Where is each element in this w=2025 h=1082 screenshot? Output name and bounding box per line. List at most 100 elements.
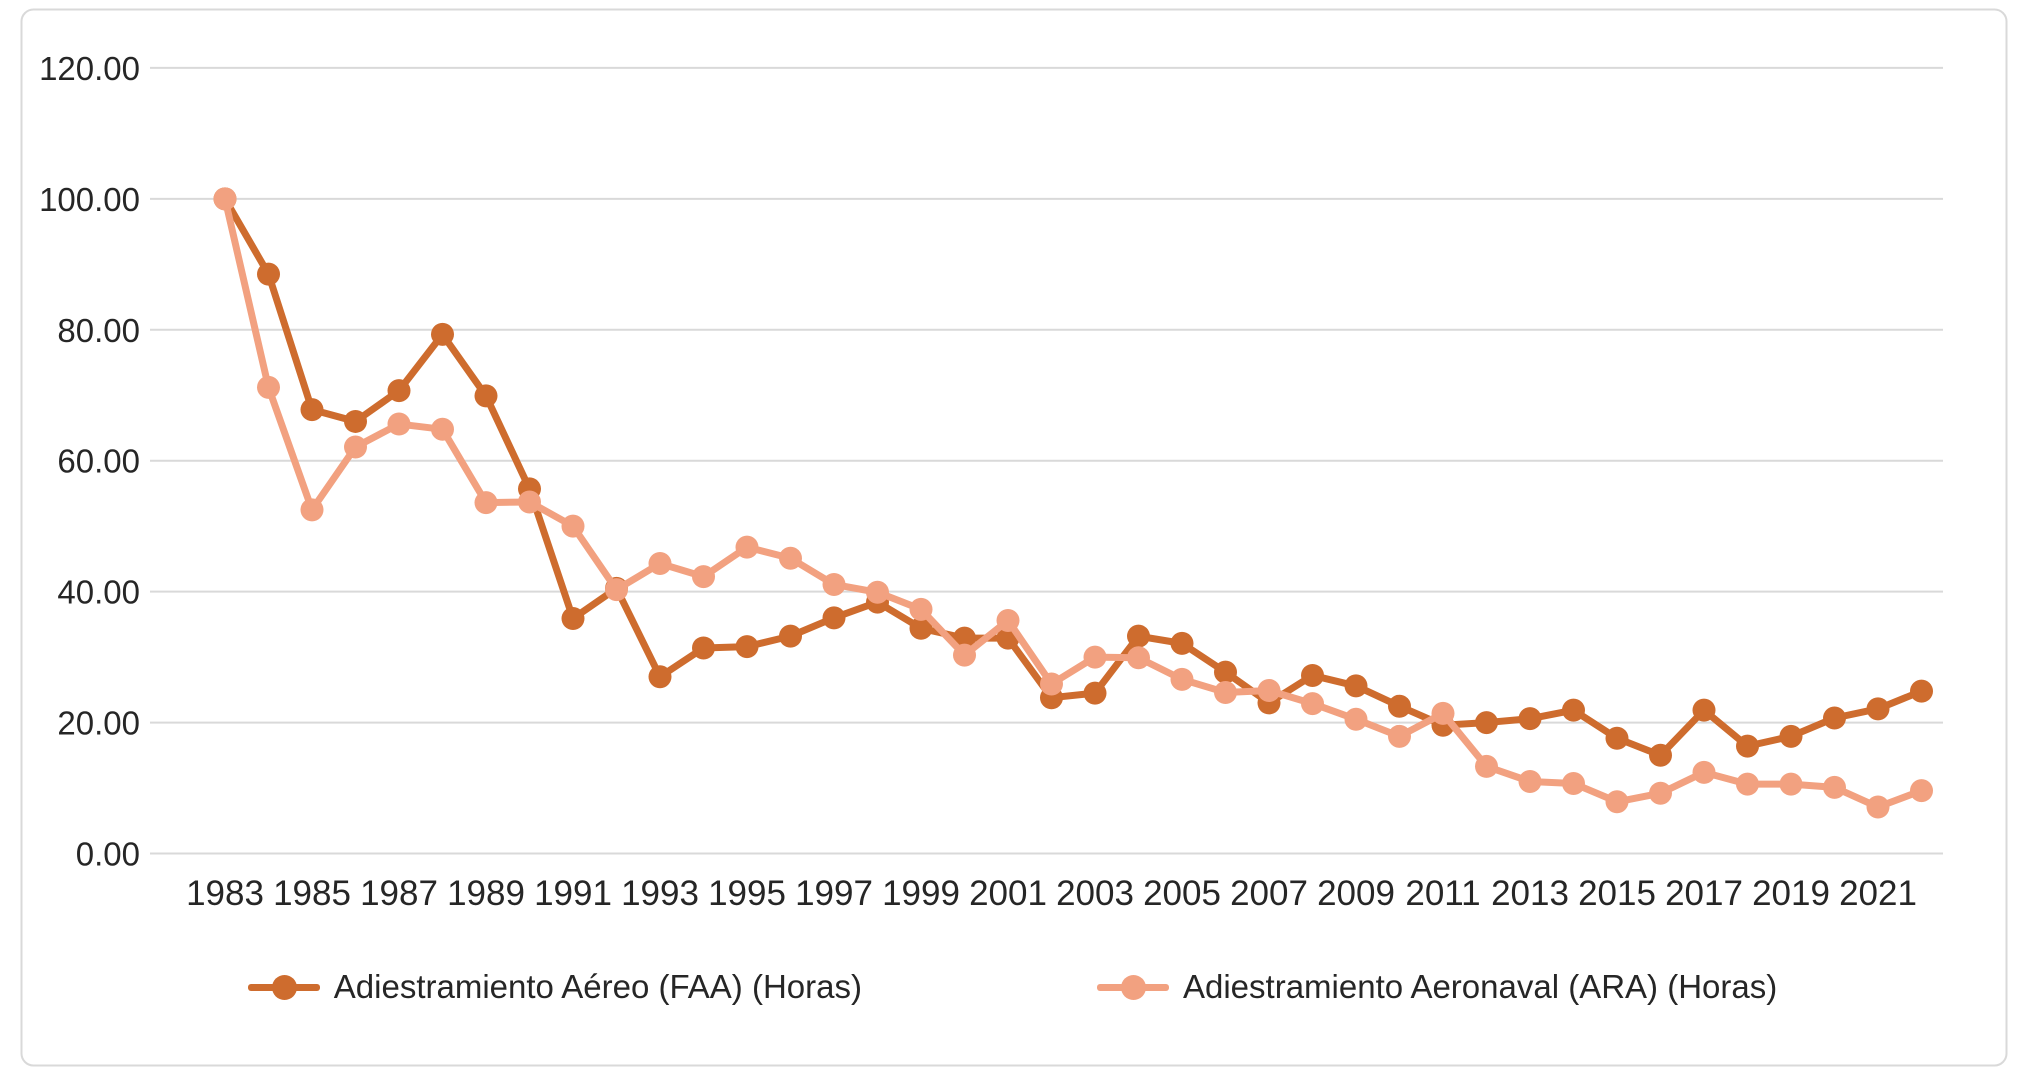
x-axis-tick-label: 2003 [1056,874,1134,913]
data-point-marker-faa [648,665,672,689]
data-point-marker-ara [431,417,454,441]
data-point-marker-ara [1518,769,1542,793]
data-point-marker-ara [518,490,541,514]
y-axis-tick-label: 120.00 [39,50,140,87]
data-point-marker-faa [1475,711,1498,735]
data-point-marker-faa [431,322,454,346]
data-point-marker-faa [1605,726,1629,750]
data-point-marker-faa [692,636,715,660]
data-point-marker-faa [1301,663,1324,687]
data-point-marker-ara [1866,795,1890,819]
chart-border [20,8,2008,1067]
series-line-faa [221,195,1925,759]
x-axis-tick-label: 2009 [1317,874,1395,913]
data-point-marker-faa [1518,707,1542,731]
x-axis-tick-label: 1997 [795,874,873,913]
data-point-marker-ara [1040,672,1063,696]
data-point-marker-faa [909,616,933,640]
data-point-marker-ara [1562,771,1585,795]
data-point-marker-ara [1170,667,1194,691]
data-point-marker-faa [1736,734,1759,758]
data-point-marker-faa [779,624,802,648]
data-point-marker-faa [735,635,759,659]
x-axis-tick-label: 1989 [447,874,525,913]
data-point-marker-faa [561,606,585,630]
data-point-marker-ara [1605,790,1629,814]
x-axis-tick-label: 1991 [534,874,612,913]
y-axis-tick-label: 100.00 [39,181,140,218]
y-axis-tick-label: 80.00 [57,312,140,349]
data-point-marker-ara [1127,646,1150,670]
legend-item-faa[interactable]: Adiestramiento Aéreo (FAA) (Horas) [247,968,862,1006]
data-point-marker-ara [1301,692,1324,716]
data-point-marker-ara [213,187,237,211]
x-axis-tick-label: 1985 [273,874,351,913]
x-axis-tick-label: 2001 [969,874,1047,913]
data-point-marker-ara [1910,779,1933,803]
data-point-marker-faa [387,379,411,403]
data-point-marker-faa [1649,743,1672,767]
legend-marker-faa-icon [247,974,320,1000]
data-point-marker-ara [474,491,498,515]
data-point-marker-faa [257,262,280,286]
data-point-marker-ara [300,498,324,522]
x-axis-tick-label: 2019 [1752,874,1830,913]
data-point-marker-faa [1779,724,1803,748]
data-point-marker-ara [1475,754,1498,778]
data-point-marker-ara [1736,772,1759,796]
x-axis-tick-label: 2007 [1230,874,1308,913]
legend-marker-ara-icon [1096,974,1169,1000]
data-point-marker-ara [779,546,802,570]
data-point-marker-ara [1692,760,1716,784]
data-point-marker-faa [1344,674,1368,698]
data-point-marker-ara [605,578,628,602]
data-point-marker-ara [1649,781,1672,805]
data-point-marker-ara [387,412,411,436]
y-axis-tick-label: 20.00 [57,705,140,742]
data-point-marker-ara [1083,645,1107,669]
data-point-marker-ara [1431,701,1455,725]
data-point-marker-faa [1127,624,1150,648]
data-point-marker-ara [822,572,846,596]
data-point-marker-ara [1779,772,1803,796]
data-point-marker-faa [1170,631,1194,655]
data-point-marker-ara [953,643,976,667]
legend-item-ara[interactable]: Adiestramiento Aeronaval (ARA) (Horas) [1096,968,1778,1006]
x-axis-tick-label: 1995 [708,874,786,913]
legend-label-faa: Adiestramiento Aéreo (FAA) (Horas) [333,968,862,1005]
data-point-marker-faa [1214,660,1237,684]
data-point-marker-ara [1214,680,1237,704]
series-line-ara [221,195,1925,811]
x-axis-tick-label: 2017 [1665,874,1743,913]
data-point-marker-ara [648,551,672,575]
data-point-marker-ara [866,580,889,604]
data-point-marker-faa [1910,679,1933,703]
x-axis-tick-label: 2015 [1578,874,1656,913]
data-point-marker-ara [561,514,585,538]
data-point-marker-ara [344,435,367,459]
x-axis-tick-label: 2005 [1143,874,1221,913]
data-point-marker-faa [474,384,498,408]
x-axis-tick-label: 1987 [360,874,438,913]
data-point-marker-faa [1388,694,1411,718]
data-point-marker-ara [692,565,715,589]
x-axis-tick-label: 1983 [186,874,264,913]
data-point-marker-faa [1562,698,1585,722]
chart-legend: Adiestramiento Aéreo (FAA) (Horas) Adies… [0,952,2025,1022]
data-point-marker-ara [1388,724,1411,748]
x-axis-tick-label: 2021 [1839,874,1917,913]
data-point-marker-ara [1257,678,1281,702]
data-point-marker-faa [1083,681,1107,705]
data-point-marker-faa [822,606,846,630]
x-axis-tick-label: 2011 [1405,874,1480,913]
data-point-marker-faa [344,409,367,433]
legend-label-ara: Adiestramiento Aeronaval (ARA) (Horas) [1182,968,1778,1005]
data-point-marker-ara [257,375,280,399]
y-axis-tick-label: 40.00 [57,574,140,611]
data-point-marker-ara [1344,707,1368,731]
data-point-marker-faa [1692,698,1716,722]
x-axis-tick-label: 2013 [1491,874,1569,913]
data-point-marker-faa [1823,706,1846,730]
